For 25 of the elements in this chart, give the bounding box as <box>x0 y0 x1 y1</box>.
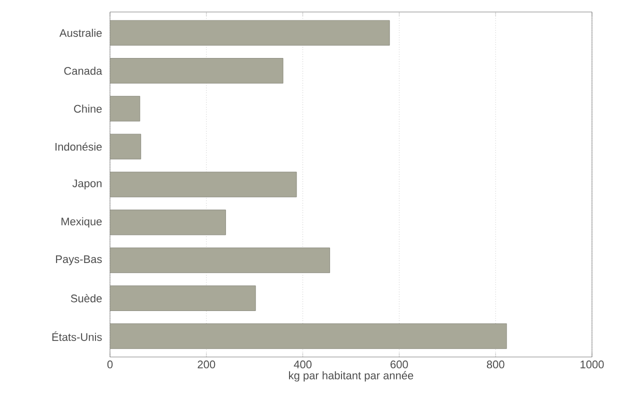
bar <box>110 20 390 46</box>
y-tick-label: Mexique <box>62 217 102 228</box>
x-tick-label: 400 <box>294 360 312 368</box>
bar <box>110 323 507 349</box>
bar <box>110 96 140 122</box>
y-tick-label: Suède <box>70 294 102 302</box>
y-tick-label: Canada <box>64 66 102 75</box>
x-tick-label: 600 <box>390 360 408 368</box>
bar <box>110 210 226 236</box>
bar <box>110 58 284 84</box>
y-tick-label: Pays-Bas <box>56 255 102 266</box>
bar <box>110 248 330 274</box>
y-tick-label: Chine <box>74 104 102 113</box>
y-tick-label: Australie <box>59 28 102 37</box>
y-tick-label: États-Unis <box>52 331 102 341</box>
x-axis-title: kg par habitant par année <box>289 371 414 382</box>
bar <box>110 134 142 160</box>
x-tick-label: 200 <box>198 360 216 368</box>
y-tick-label: Indonésie <box>56 142 102 151</box>
x-tick-label: 1000 <box>580 360 604 368</box>
bar <box>110 172 297 198</box>
x-tick-label: 800 <box>486 360 504 368</box>
y-tick-label: Japon <box>72 180 102 190</box>
x-tick-label: 0 <box>107 360 113 368</box>
bar <box>110 286 256 311</box>
